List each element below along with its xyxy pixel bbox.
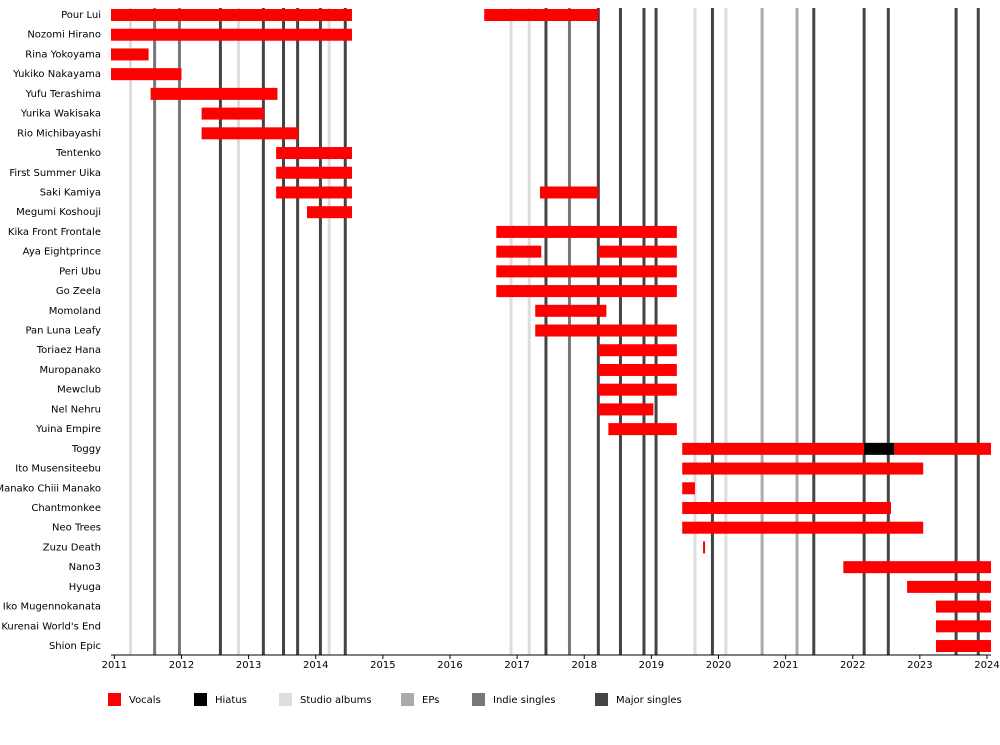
- legend-swatch: [279, 693, 292, 706]
- member-label: Yukiko Nakayama: [12, 69, 101, 80]
- span-bar: [598, 363, 677, 376]
- legend-label: Major singles: [616, 695, 682, 706]
- span-bar: [496, 285, 677, 298]
- span-bar: [496, 265, 677, 278]
- x-tick-label: 2016: [437, 660, 462, 671]
- member-label: Nel Nehru: [51, 404, 101, 415]
- span-bar: [276, 147, 352, 160]
- legend-label: Studio albums: [300, 695, 372, 706]
- member-label: Pour Lui: [61, 10, 101, 21]
- member-label: Rio Michibayashi: [17, 128, 101, 139]
- span-bar: [598, 403, 654, 416]
- member-label: Yurika Wakisaka: [20, 109, 101, 120]
- member-label: Go Zeela: [56, 286, 101, 297]
- span-bar: [276, 186, 352, 199]
- span-bar: [111, 28, 352, 41]
- member-label: First Summer Uika: [9, 168, 101, 179]
- member-label: Neo Trees: [52, 523, 101, 534]
- span-bar: [703, 541, 706, 554]
- span-bar: [907, 580, 991, 593]
- x-tick-label: 2015: [370, 660, 395, 671]
- member-label: Aya Eightprince: [23, 247, 101, 258]
- span-bar: [894, 442, 991, 455]
- x-tick-label: 2011: [102, 660, 127, 671]
- member-label: Rina Yokoyama: [25, 49, 101, 60]
- span-bar: [843, 561, 991, 574]
- legend-swatch: [401, 693, 414, 706]
- span-bar: [535, 304, 607, 317]
- span-bar: [150, 87, 278, 100]
- span-bar: [682, 502, 891, 514]
- member-label: Shion Epic: [49, 641, 101, 652]
- span-bar: [201, 107, 265, 120]
- legend-swatch: [472, 693, 485, 706]
- span-bar: [496, 225, 677, 238]
- span-bar: [682, 442, 865, 455]
- x-tick-label: 2024: [974, 660, 999, 671]
- span-bar: [276, 166, 352, 179]
- x-tick-label: 2019: [639, 660, 664, 671]
- legend-label: Hiatus: [215, 695, 247, 706]
- span-bar: [608, 423, 677, 436]
- span-bar: [598, 344, 677, 357]
- span-bar: [307, 206, 352, 219]
- member-label: Muropanako: [40, 365, 101, 376]
- span-bar: [111, 68, 182, 81]
- member-label: Yufu Terashima: [25, 89, 101, 100]
- member-label: Nozomi Hirano: [27, 30, 101, 41]
- span-bar: [935, 600, 991, 613]
- member-label: Hyuga: [69, 582, 101, 593]
- span-bar: [201, 127, 299, 140]
- legend-swatch: [595, 693, 608, 706]
- x-tick-label: 2018: [572, 660, 597, 671]
- member-label: Mewclub: [57, 385, 101, 396]
- member-label: Manako Chiii Manako: [0, 483, 101, 494]
- member-label: Zuzu Death: [43, 542, 101, 553]
- member-label: Momoland: [49, 306, 101, 317]
- member-label: Saki Kamiya: [40, 187, 101, 198]
- member-label: Iko Mugennokanata: [3, 602, 101, 613]
- legend-label: Vocals: [129, 695, 161, 706]
- span-bar: [598, 245, 677, 258]
- legend-label: EPs: [422, 695, 439, 706]
- span-bar: [682, 462, 924, 475]
- member-label: Chantmonkee: [31, 503, 101, 514]
- member-label: Yuina Empire: [35, 424, 101, 435]
- span-bar: [496, 245, 542, 258]
- span-bar: [111, 9, 352, 21]
- member-label: Toggy: [71, 444, 101, 455]
- span-bar: [598, 383, 677, 396]
- x-tick-label: 2022: [840, 660, 865, 671]
- member-label: Nano3: [69, 562, 101, 573]
- span-bar: [539, 186, 599, 199]
- span-bar: [935, 620, 991, 633]
- member-label: Kika Front Frontale: [8, 227, 101, 238]
- x-tick-label: 2021: [773, 660, 798, 671]
- legend-swatch: [194, 693, 207, 706]
- member-label: Ito Musensiteebu: [15, 464, 101, 475]
- member-label: Pan Luna Leafy: [25, 326, 101, 337]
- x-tick-label: 2012: [169, 660, 194, 671]
- member-label: Megumi Koshouji: [16, 207, 101, 218]
- member-label: Toriaez Hana: [36, 345, 101, 356]
- x-tick-label: 2020: [706, 660, 731, 671]
- x-tick-label: 2017: [504, 660, 529, 671]
- span-bar: [535, 324, 677, 337]
- legend-swatch: [108, 693, 121, 706]
- span-bar: [111, 48, 149, 61]
- legend-label: Indie singles: [493, 695, 556, 706]
- span-bar: [864, 442, 895, 455]
- span-bar: [935, 640, 991, 653]
- span-bar: [682, 521, 924, 534]
- member-label: Kurenai World's End: [1, 621, 101, 632]
- member-label: Tentenko: [55, 148, 101, 159]
- x-tick-label: 2014: [303, 660, 328, 671]
- span-bar: [682, 482, 695, 495]
- x-tick-label: 2013: [236, 660, 261, 671]
- x-tick-label: 2023: [907, 660, 932, 671]
- member-label: Peri Ubu: [59, 266, 101, 277]
- span-bar: [484, 9, 599, 21]
